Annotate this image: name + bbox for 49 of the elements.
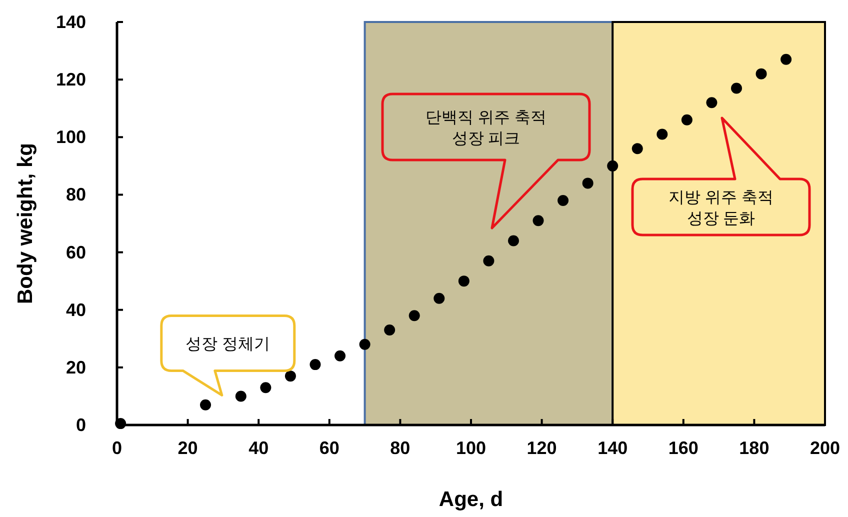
y-tick-label: 0	[76, 415, 86, 435]
x-axis-title: Age, d	[438, 488, 504, 511]
point	[359, 338, 370, 350]
point	[756, 68, 767, 80]
x-tick-label: 40	[248, 438, 269, 458]
point	[310, 359, 321, 370]
x-tick-label: 100	[456, 438, 486, 458]
point	[334, 350, 346, 362]
point	[681, 114, 692, 126]
point	[731, 82, 742, 94]
point	[408, 310, 420, 322]
point	[656, 128, 668, 140]
y-tick-label: 80	[66, 184, 86, 205]
point	[532, 215, 544, 226]
point	[632, 143, 643, 154]
x-tick-label: 60	[319, 438, 340, 458]
y-tick-label: 20	[66, 357, 86, 378]
point	[384, 324, 396, 336]
x-tick-label: 20	[178, 438, 198, 458]
point	[284, 370, 296, 382]
point	[483, 255, 494, 266]
point	[115, 418, 126, 430]
point	[706, 97, 718, 108]
y-axis-title: Body weight, kg	[14, 142, 37, 304]
y-tick-label: 140	[56, 12, 86, 32]
x-tick-label: 0	[112, 438, 122, 458]
point	[235, 390, 246, 402]
y-tick-label: 120	[56, 70, 86, 90]
point	[458, 276, 470, 287]
y-tick-label: 40	[66, 300, 86, 320]
point	[582, 178, 594, 189]
x-tick-label: 180	[739, 438, 770, 458]
y-tick-label: 60	[66, 242, 86, 262]
x-tick-label: 120	[526, 438, 557, 458]
x-tick-label: 160	[668, 438, 698, 458]
point	[558, 194, 569, 206]
y-tick-label: 100	[56, 127, 86, 148]
point	[780, 54, 792, 65]
point	[200, 399, 211, 410]
x-tick-label: 140	[598, 438, 628, 458]
point	[607, 160, 618, 172]
point	[260, 382, 272, 394]
annotation: 단백직 위주 축적 성장 피크	[426, 110, 546, 148]
annotation: 지방 위주 축적 성장 둔화	[668, 190, 774, 228]
x-tick-label: 200	[810, 438, 840, 458]
x-tick-label: 80	[390, 438, 410, 458]
point	[434, 292, 445, 304]
annotation: 성장 정체기	[186, 336, 270, 354]
point	[508, 235, 519, 246]
